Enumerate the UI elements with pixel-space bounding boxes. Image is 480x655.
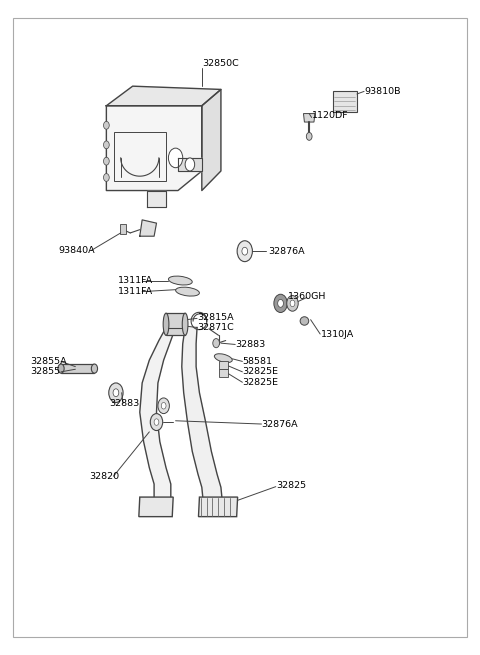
Polygon shape xyxy=(202,90,221,191)
Polygon shape xyxy=(166,313,185,335)
Circle shape xyxy=(287,295,298,311)
Text: 1120DF: 1120DF xyxy=(312,111,348,120)
Polygon shape xyxy=(140,220,156,236)
Text: 58581: 58581 xyxy=(242,357,272,366)
Text: 32850C: 32850C xyxy=(202,59,239,68)
Polygon shape xyxy=(107,86,221,105)
Circle shape xyxy=(168,148,183,168)
Circle shape xyxy=(158,398,169,413)
Text: 32876A: 32876A xyxy=(269,247,305,255)
Text: 1311FA: 1311FA xyxy=(118,287,154,296)
Polygon shape xyxy=(140,328,176,497)
Circle shape xyxy=(113,389,119,397)
Polygon shape xyxy=(199,497,238,517)
Text: 32825: 32825 xyxy=(276,481,306,490)
Ellipse shape xyxy=(163,313,169,335)
Text: 32825E: 32825E xyxy=(242,367,278,377)
Text: 93840A: 93840A xyxy=(59,246,96,255)
Circle shape xyxy=(185,158,195,171)
Circle shape xyxy=(237,241,252,261)
Circle shape xyxy=(154,419,159,425)
Circle shape xyxy=(306,132,312,140)
Text: 93810B: 93810B xyxy=(364,87,401,96)
Polygon shape xyxy=(61,364,95,373)
Circle shape xyxy=(274,294,287,312)
Polygon shape xyxy=(178,158,202,171)
Polygon shape xyxy=(333,92,357,112)
Text: 32876A: 32876A xyxy=(262,420,298,428)
Circle shape xyxy=(213,339,219,348)
Text: 32883: 32883 xyxy=(235,340,265,349)
Polygon shape xyxy=(147,191,166,207)
Polygon shape xyxy=(120,225,126,234)
Ellipse shape xyxy=(176,287,199,296)
Text: 1360GH: 1360GH xyxy=(288,291,326,301)
Text: 32871C: 32871C xyxy=(197,323,234,332)
Text: 32855: 32855 xyxy=(30,367,60,377)
Ellipse shape xyxy=(182,313,188,335)
Text: 32825E: 32825E xyxy=(242,378,278,387)
Circle shape xyxy=(104,174,109,181)
Polygon shape xyxy=(218,362,228,369)
Circle shape xyxy=(109,383,123,403)
Circle shape xyxy=(104,141,109,149)
Text: 32820: 32820 xyxy=(90,472,120,481)
Polygon shape xyxy=(139,497,173,517)
Circle shape xyxy=(104,121,109,129)
Text: 32855A: 32855A xyxy=(30,357,67,366)
Circle shape xyxy=(161,403,166,409)
Polygon shape xyxy=(107,105,202,191)
Circle shape xyxy=(150,413,163,430)
Circle shape xyxy=(242,248,248,255)
Ellipse shape xyxy=(91,364,97,373)
Polygon shape xyxy=(303,113,315,122)
FancyBboxPatch shape xyxy=(13,18,467,637)
Text: 1311FA: 1311FA xyxy=(118,276,154,285)
Circle shape xyxy=(104,157,109,165)
Polygon shape xyxy=(182,328,222,497)
Text: 1310JA: 1310JA xyxy=(321,329,354,339)
Circle shape xyxy=(290,300,295,307)
Polygon shape xyxy=(218,369,228,377)
Ellipse shape xyxy=(168,276,192,285)
Ellipse shape xyxy=(58,364,64,373)
Text: 32883: 32883 xyxy=(109,399,139,407)
Ellipse shape xyxy=(215,354,232,363)
Ellipse shape xyxy=(300,317,309,326)
Text: 32815A: 32815A xyxy=(197,312,234,322)
Circle shape xyxy=(278,299,283,307)
